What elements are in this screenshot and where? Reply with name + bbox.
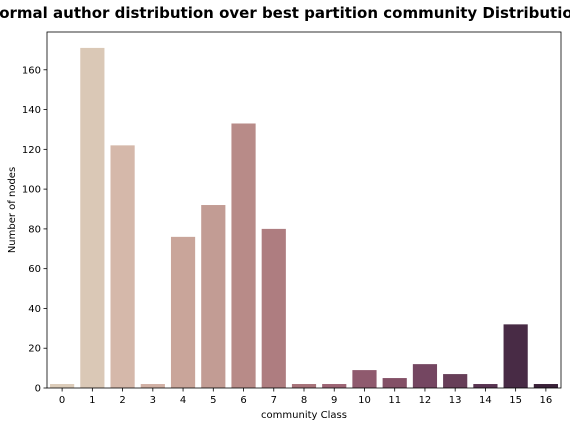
x-tick-label: 8 bbox=[301, 395, 307, 406]
bar-4 bbox=[170, 236, 196, 388]
y-tick-label: 40 bbox=[28, 304, 41, 315]
plot-area: 0 1 2 3 4 5 6 7 8 9 10 11 12 13 14 15 160204060801001201… bbox=[22, 31, 562, 406]
bar-3 bbox=[140, 384, 165, 388]
x-tick-label: 3 bbox=[150, 395, 156, 406]
y-tick-label: 160 bbox=[22, 65, 41, 76]
bar-0 bbox=[50, 384, 75, 388]
x-tick-label: 15 bbox=[509, 395, 522, 406]
x-tick-label: 6 bbox=[240, 395, 246, 406]
bar-6 bbox=[231, 123, 256, 389]
bar-2 bbox=[110, 145, 135, 388]
y-tick-label: 120 bbox=[22, 145, 41, 156]
bar-14 bbox=[473, 384, 498, 388]
bar-13 bbox=[443, 374, 468, 388]
x-axis-label: community Class bbox=[261, 410, 347, 421]
y-tick-label: 80 bbox=[28, 224, 41, 235]
x-tick-label: 12 bbox=[419, 395, 432, 406]
x-tick-label: 0 bbox=[59, 395, 65, 406]
x-tick-label: 10 bbox=[358, 395, 371, 406]
y-tick-label: 60 bbox=[28, 264, 41, 275]
y-tick-label: 20 bbox=[28, 344, 41, 355]
x-tick-label: 7 bbox=[271, 395, 277, 406]
axes-frame bbox=[46, 31, 562, 389]
bar-9 bbox=[322, 384, 347, 388]
bar-7 bbox=[261, 228, 286, 388]
x-tick-label: 14 bbox=[479, 395, 492, 406]
y-axis-label: Number of nodes bbox=[7, 167, 18, 253]
x-tick-label: 9 bbox=[331, 395, 337, 406]
bar-11 bbox=[382, 378, 407, 388]
x-tick-label: 11 bbox=[388, 395, 401, 406]
bar-15 bbox=[503, 324, 528, 388]
x-tick-label: 13 bbox=[449, 395, 462, 406]
x-tick-label: 16 bbox=[540, 395, 553, 406]
bar-1 bbox=[80, 47, 105, 388]
bar-10 bbox=[352, 370, 377, 388]
x-tick-label: 5 bbox=[210, 395, 216, 406]
bar-8 bbox=[291, 384, 317, 388]
chart-title: Normal author distribution over best par… bbox=[0, 4, 570, 22]
x-tick-label: 2 bbox=[119, 395, 125, 406]
bar-5 bbox=[201, 205, 226, 388]
bar-16 bbox=[533, 384, 558, 388]
y-tick-label: 0 bbox=[35, 384, 41, 395]
x-tick-label: 4 bbox=[180, 395, 186, 406]
y-tick-label: 140 bbox=[22, 105, 41, 116]
x-tick-label: 1 bbox=[89, 395, 95, 406]
y-tick-label: 100 bbox=[22, 185, 41, 196]
bar-12 bbox=[412, 364, 438, 388]
